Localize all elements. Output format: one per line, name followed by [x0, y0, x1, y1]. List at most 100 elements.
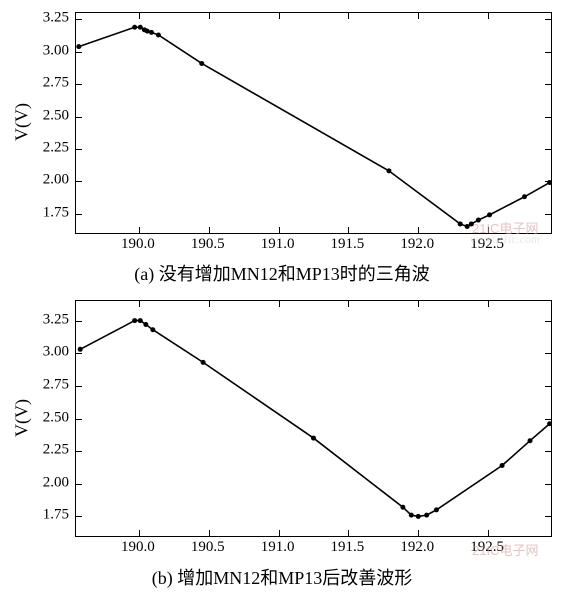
xtick-mark [418, 530, 419, 536]
ytick-label: 2.25 [43, 139, 69, 156]
ytick-label: 2.75 [43, 75, 69, 92]
ytick-label: 3.00 [43, 344, 69, 361]
data-marker [143, 322, 148, 327]
data-marker [400, 505, 405, 510]
xtick-mark [488, 13, 489, 19]
xtick-mark [348, 301, 349, 307]
data-marker [409, 513, 414, 518]
ytick-label: 2.75 [43, 376, 69, 393]
ytick-mark [545, 353, 551, 354]
data-marker [522, 194, 527, 199]
ytick-mark [545, 84, 551, 85]
ytick-label: 2.25 [43, 442, 69, 459]
xtick-label: 192.5 [470, 539, 504, 556]
xtick-mark [139, 301, 140, 307]
ytick-mark [545, 321, 551, 322]
xtick-mark [488, 227, 489, 233]
xtick-mark [488, 530, 489, 536]
ytick-mark [76, 214, 82, 215]
data-marker [149, 30, 154, 35]
ytick-mark [545, 52, 551, 53]
xtick-mark [348, 530, 349, 536]
xtick-mark [418, 13, 419, 19]
ytick-mark [545, 419, 551, 420]
xtick-mark [209, 13, 210, 19]
data-marker [311, 436, 316, 441]
data-marker [458, 221, 463, 226]
ytick-label: 2.00 [43, 172, 69, 189]
ytick-mark [545, 19, 551, 20]
ytick-mark [545, 214, 551, 215]
data-marker [156, 33, 161, 38]
data-marker [416, 514, 421, 519]
xtick-label: 192.0 [400, 236, 434, 253]
ytick-mark [545, 386, 551, 387]
ytick-mark [76, 117, 82, 118]
ytick-mark [76, 516, 82, 517]
ylabel-a: V(V) [12, 103, 33, 141]
ytick-label: 3.25 [43, 311, 69, 328]
ytick-mark [76, 149, 82, 150]
data-marker [76, 44, 81, 49]
xtick-mark [279, 301, 280, 307]
ytick-label: 3.25 [43, 10, 69, 27]
chart-svg-b [76, 301, 551, 536]
ytick-mark [76, 84, 82, 85]
xtick-label: 191.5 [331, 539, 365, 556]
data-marker [78, 347, 83, 352]
data-marker [434, 507, 439, 512]
data-marker [500, 463, 505, 468]
xtick-mark [279, 530, 280, 536]
xtick-label: 191.0 [261, 236, 295, 253]
caption-a: (a) 没有增加MN12和MP13时的三角波 [0, 256, 564, 286]
ytick-mark [76, 353, 82, 354]
xtick-label: 191.5 [331, 236, 365, 253]
data-marker [138, 25, 143, 30]
series-line-b [80, 321, 549, 517]
data-marker [386, 168, 391, 173]
ytick-label: 1.75 [43, 204, 69, 221]
ytick-label: 3.00 [43, 42, 69, 59]
series-line-a [79, 27, 550, 226]
plot-area-b [75, 300, 552, 537]
ytick-label: 1.75 [43, 507, 69, 524]
xtick-label: 190.0 [121, 236, 155, 253]
ytick-label: 2.00 [43, 474, 69, 491]
xtick-label: 190.5 [191, 539, 225, 556]
xtick-label: 191.0 [261, 539, 295, 556]
xtick-label: 190.5 [191, 236, 225, 253]
ytick-label: 2.50 [43, 107, 69, 124]
xtick-mark [139, 530, 140, 536]
ytick-mark [76, 321, 82, 322]
data-marker [487, 212, 492, 217]
ylabel-b: V(V) [12, 399, 33, 437]
xtick-mark [348, 227, 349, 233]
ytick-mark [545, 149, 551, 150]
xtick-mark [209, 301, 210, 307]
ytick-label: 2.50 [43, 409, 69, 426]
ytick-mark [545, 516, 551, 517]
figure-container: 1.75 2.00 2.25 2.50 2.75 3.00 3.25 190.0 190.5 19… [0, 0, 564, 596]
xtick-mark [209, 227, 210, 233]
ytick-mark [76, 52, 82, 53]
ytick-mark [76, 181, 82, 182]
xtick-label: 192.5 [470, 236, 504, 253]
chart-svg-a [76, 13, 551, 233]
xtick-label: 190.0 [121, 539, 155, 556]
xtick-mark [279, 13, 280, 19]
xtick-mark [209, 530, 210, 536]
ytick-mark [545, 181, 551, 182]
ytick-mark [76, 386, 82, 387]
plot-area-a [75, 12, 552, 234]
xtick-mark [348, 13, 349, 19]
data-marker [469, 221, 474, 226]
data-marker [528, 438, 533, 443]
xtick-mark [488, 301, 489, 307]
xtick-mark [139, 13, 140, 19]
ytick-mark [545, 484, 551, 485]
ytick-mark [76, 451, 82, 452]
data-marker [199, 61, 204, 66]
data-marker [132, 25, 137, 30]
data-marker [132, 318, 137, 323]
data-marker [465, 224, 470, 229]
